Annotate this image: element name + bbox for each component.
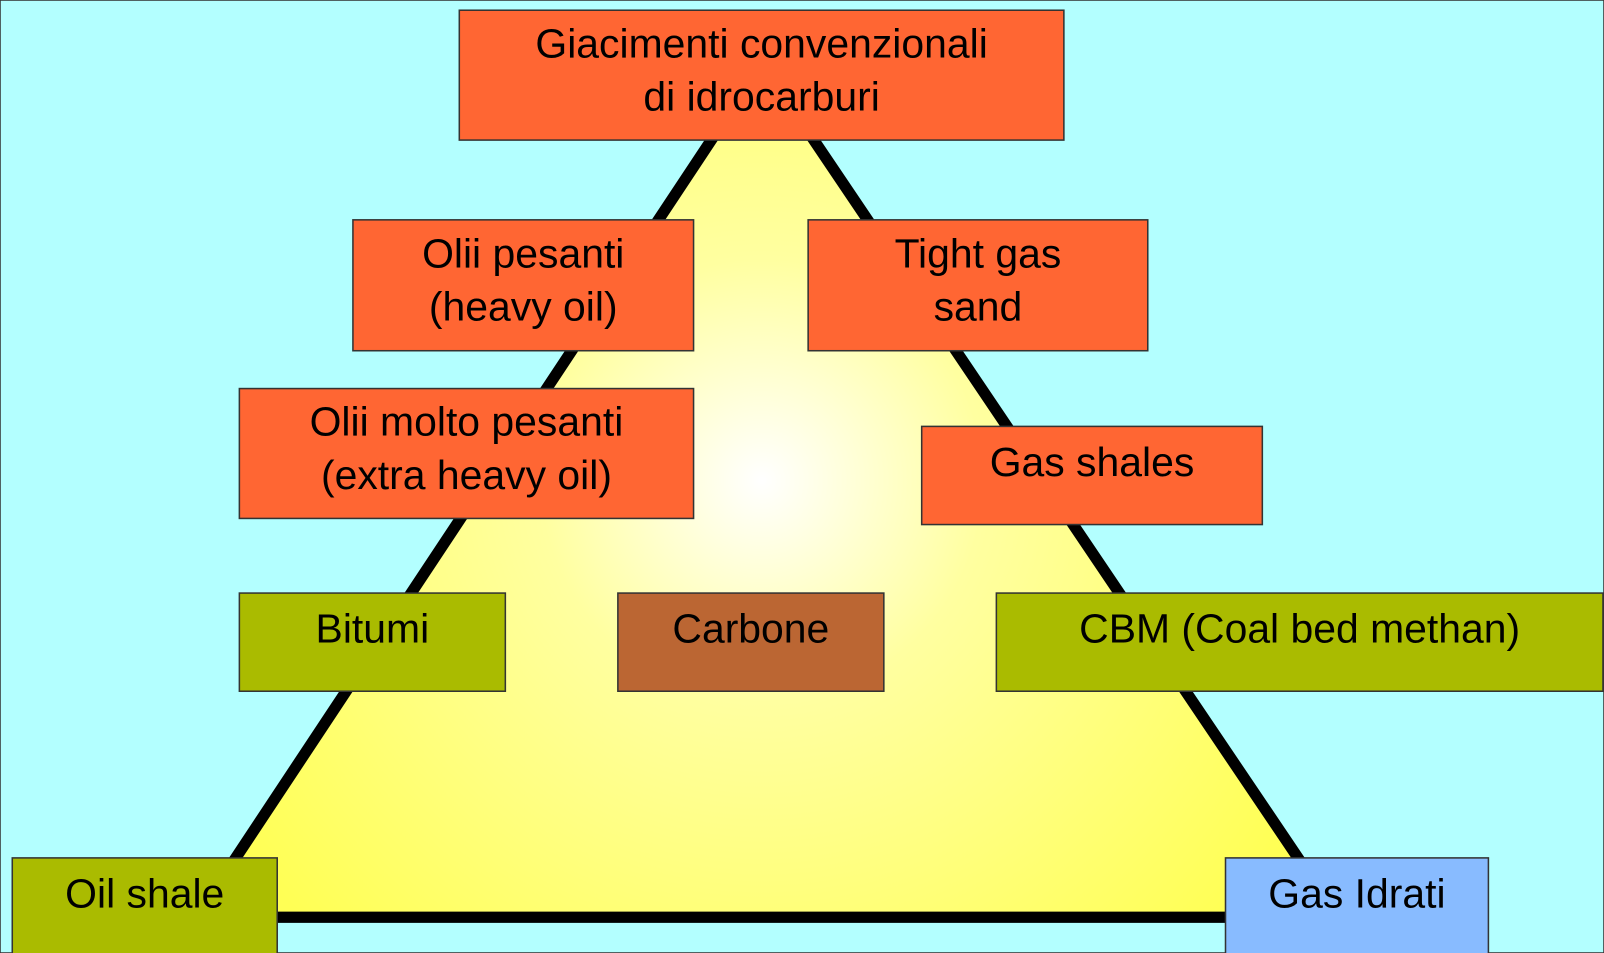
node-label: Carbone [672,606,829,652]
node-box [995,592,1604,692]
node-label: sand [934,284,1023,330]
node-box [920,425,1264,526]
node-label: Gas Idrati [1268,871,1445,917]
boxes: Giacimenti convenzionali di idrocarburi Ol… [11,9,1604,953]
node-label: (heavy oil) [429,284,618,330]
node-box [617,592,885,692]
node-label: Tight gas [895,230,1062,276]
node-label: Gas shales [990,439,1195,485]
node-box [238,592,507,692]
node-box [807,219,1149,352]
node-label: Olii pesanti [422,230,624,276]
node-label: di idrocarburi [643,73,879,119]
node-label: Bitumi [316,606,430,652]
node-box [352,219,695,352]
node-label: Olii molto pesanti [310,399,624,445]
node-box [11,857,278,953]
node-box [1224,857,1490,953]
node-box [238,387,695,520]
node-label: (extra heavy oil) [321,452,612,498]
node-label: Giacimenti convenzionali [535,20,987,66]
node-box [458,9,1065,141]
node-label: CBM (Coal bed methan) [1079,606,1520,652]
node-label: Oil shale [65,871,224,917]
